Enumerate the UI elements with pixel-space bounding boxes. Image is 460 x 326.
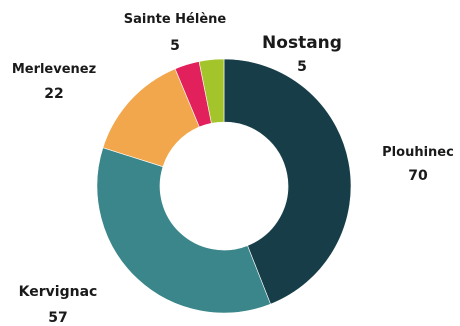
slice-label-plouhinec: Plouhinec	[382, 145, 454, 160]
slice-value-plouhinec: 70	[408, 168, 428, 184]
slice-kervignac	[96, 147, 271, 314]
slice-plouhinec	[223, 58, 352, 305]
slice-value-nostang: 5	[297, 59, 307, 75]
slice-label-merlevenez: Merlevenez	[12, 62, 96, 77]
slice-nostang	[198, 58, 225, 124]
donut-slices	[96, 58, 352, 314]
slice-label-kervignac: Kervignac	[19, 284, 98, 300]
slice-value-kervignac: 57	[48, 310, 67, 326]
slice-label-nostang: Nostang	[262, 33, 342, 53]
slice-labels: Plouhinec 70 Kervignac 57 Merlevenez 22 Sainte…	[12, 12, 454, 326]
slice-label-sainte-helene: Sainte Hélène	[124, 12, 227, 27]
slice-value-sainte-helene: 5	[170, 38, 180, 54]
slice-value-merlevenez: 22	[44, 86, 63, 102]
